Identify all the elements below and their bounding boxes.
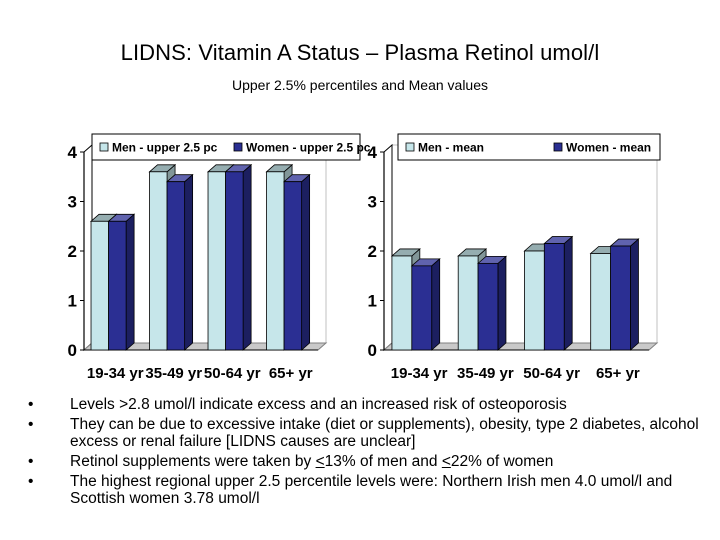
bullet-glyph: • (28, 453, 34, 470)
bullet-text: The highest regional upper 2.5 percentil… (70, 473, 673, 507)
bullet-item: • Retinol supplements were taken by <13% … (28, 453, 708, 470)
bullet-item: • They can be due to excessive intake (di… (28, 416, 708, 450)
x-tick-label: 35-49 yr (457, 365, 514, 382)
bullet-text: < (441, 453, 451, 470)
bullet-item: • Levels >2.8 umol/l indicate excess and … (28, 396, 708, 413)
bullet-list: • Levels >2.8 umol/l indicate excess and … (28, 396, 708, 510)
slide-subtitle: Upper 2.5% percentiles and Mean values (231, 77, 489, 93)
bullet-glyph: • (28, 396, 34, 413)
chart-0-legend: Men - upper 2.5 pc Women - upper 2.5 pc (91, 133, 371, 161)
legend-box (397, 133, 661, 161)
bar-women-1 (166, 173, 194, 351)
bar-front (283, 181, 303, 351)
bar-front (108, 220, 127, 351)
bar-front (477, 262, 499, 351)
bar-women-3 (609, 238, 640, 351)
chart-1-plot: 0 1 2 3 4 19-34 yr 35-49 yr 50-64 yr 65+ yr (368, 143, 659, 382)
x-tick-label: 65+ yr (596, 365, 640, 382)
bar-front (590, 253, 611, 351)
y-tick-label: 4 (368, 143, 378, 162)
bar-women-3 (283, 173, 311, 351)
bar-front (411, 265, 433, 351)
bullet-glyph: • (28, 473, 34, 490)
side-wall (383, 143, 393, 352)
y-tick-label: 2 (368, 242, 377, 261)
bar-front (166, 181, 186, 351)
bar-women-0 (410, 257, 441, 351)
legend-swatch (553, 142, 563, 152)
legend-swatch (405, 142, 415, 152)
bar-front (225, 171, 244, 351)
bar-women-2 (543, 235, 574, 351)
bullet-text: Levels >2.8 umol/l indicate excess and a… (70, 396, 567, 413)
y-tick-label: 0 (368, 341, 377, 360)
legend-label: Men - upper 2.5 pc (112, 141, 218, 155)
bar-front (524, 250, 545, 351)
chart-1-legend: Men - mean Women - mean (397, 133, 661, 161)
bullet-item: • The highest regional upper 2.5 percenti… (28, 473, 708, 507)
legend-swatch (233, 142, 243, 152)
legend-box (91, 133, 361, 161)
chart-0-plot: 0 1 2 3 4 19-34 yr 35-49 yr 50-64 yr 65+ yr (68, 143, 328, 382)
bar-front (610, 245, 631, 351)
bar-side (431, 257, 441, 351)
bar-women-2 (224, 163, 253, 351)
bullet-glyph: • (28, 416, 34, 433)
bar-women-0 (107, 213, 136, 351)
bar-side (630, 238, 639, 351)
y-tick-label: 0 (68, 341, 77, 360)
bullet-text: Retinol supplements were taken by (70, 453, 316, 470)
legend-label: Women - mean (566, 141, 651, 155)
x-tick-label: 35-49 yr (145, 365, 202, 382)
x-tick-label: 19-34 yr (391, 365, 448, 382)
x-tick-label: 50-64 yr (204, 365, 261, 382)
legend-label: Men - mean (418, 141, 484, 155)
y-tick-label: 3 (68, 193, 77, 212)
bar-side (563, 235, 573, 351)
bar-front (457, 255, 479, 351)
y-tick-label: 1 (68, 292, 77, 311)
x-tick-label: 19-34 yr (87, 365, 144, 382)
bullet-text: < (315, 453, 325, 470)
slide-title: LIDNS: Vitamin A Status – Plasma Retinol… (120, 40, 600, 65)
bar-women-1 (477, 255, 508, 351)
bar-front (543, 243, 565, 351)
bullet-text: They can be due to excessive intake (die… (70, 416, 699, 450)
y-tick-label: 1 (368, 292, 377, 311)
x-tick-label: 50-64 yr (523, 365, 580, 382)
y-tick-label: 4 (68, 143, 78, 162)
y-tick-label: 2 (68, 242, 77, 261)
y-tick-label: 3 (368, 193, 377, 212)
bar-side (497, 255, 507, 351)
x-tick-label: 65+ yr (269, 365, 313, 382)
legend-label: Women - upper 2.5 pc (246, 141, 371, 155)
bullet-text: 13% of men and (324, 453, 442, 470)
legend-swatch (99, 142, 109, 152)
bullet-text: 22% of women (450, 453, 554, 470)
bar-front (391, 255, 413, 351)
